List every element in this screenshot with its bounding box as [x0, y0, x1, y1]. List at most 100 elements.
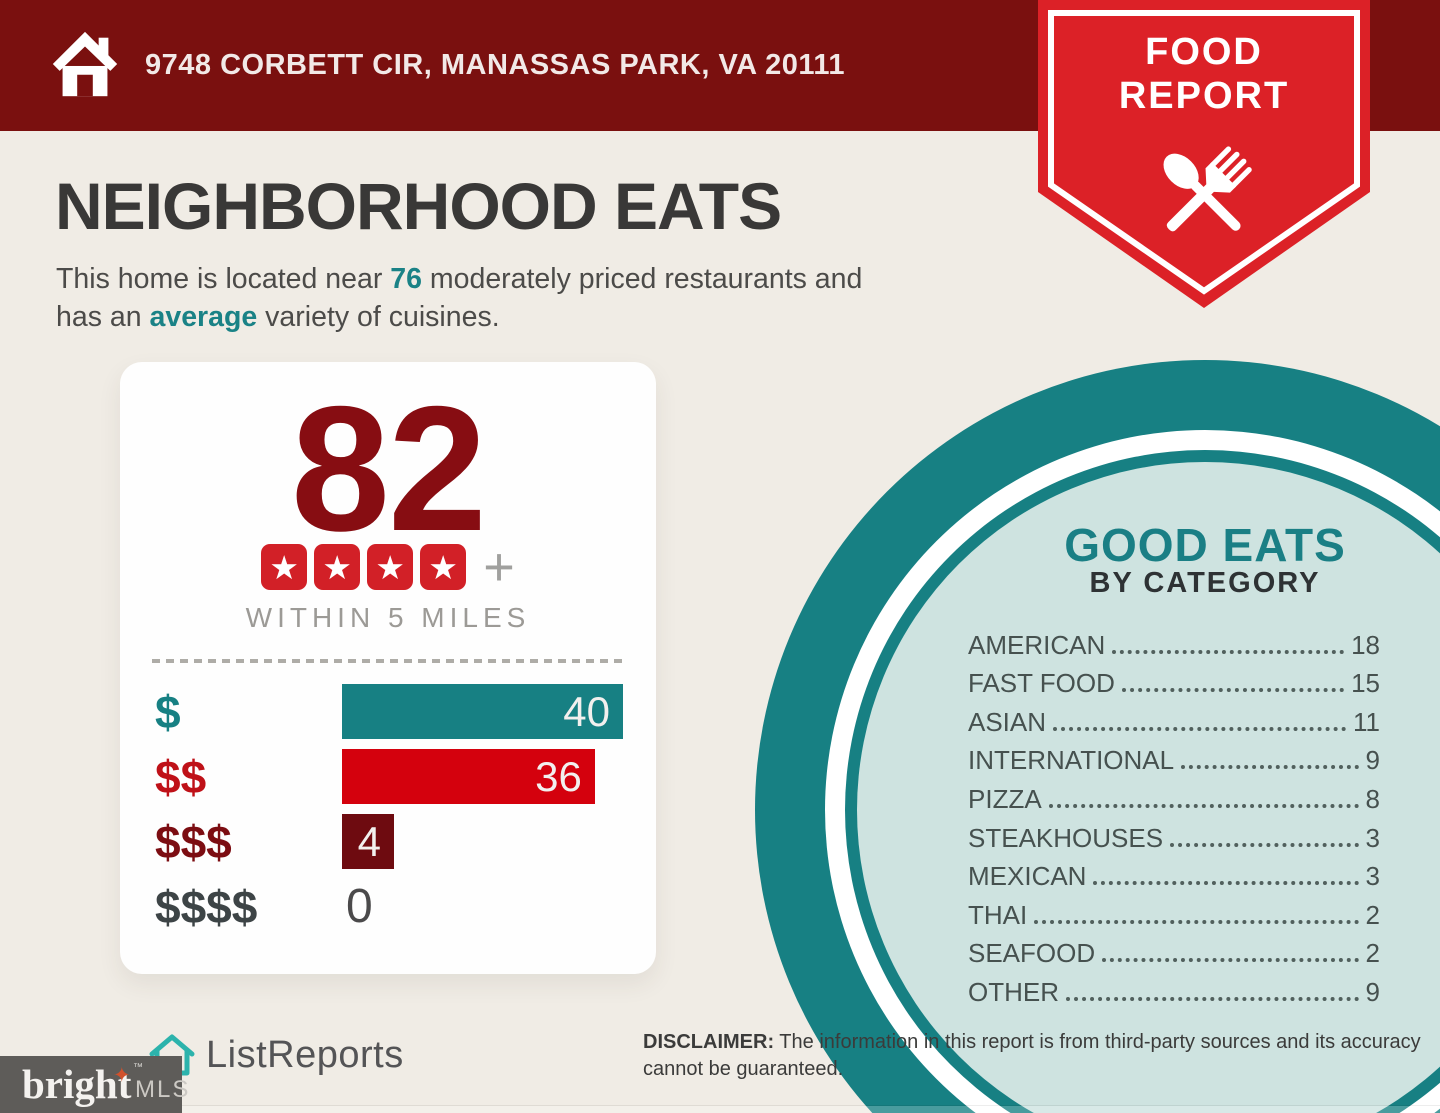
dotted-leader — [1048, 803, 1359, 808]
disclaimer-text: The information in this report is from t… — [643, 1031, 1421, 1080]
intro-text: This home is located near 76 moderately … — [56, 260, 1016, 336]
bright-mls-logo: bright ✦ ™ MLS — [0, 1056, 188, 1113]
category-label: STEAKHOUSES — [968, 822, 1164, 853]
bar: 40 — [342, 684, 623, 739]
home-icon — [52, 31, 118, 97]
mls-wordmark: MLS — [135, 1076, 191, 1103]
category-value: 3 — [1365, 822, 1380, 853]
bar-track: 4 — [342, 814, 623, 869]
bar-row: $$$$ 0 — [155, 879, 623, 934]
ribbon-shape — [1038, 0, 1370, 308]
disclaimer-label: DISCLAIMER: — [643, 1031, 775, 1053]
list-item: MEXICAN 3 — [968, 854, 1380, 893]
category-value: 11 — [1353, 706, 1380, 737]
dotted-leader — [1053, 726, 1346, 731]
category-value: 3 — [1365, 861, 1380, 892]
bar: 36 — [342, 749, 595, 804]
page-title: NEIGHBORHOOD EATS — [55, 169, 782, 243]
star-icons: ★ ★ ★ ★ — [261, 544, 467, 590]
dotted-leader — [1112, 649, 1345, 654]
category-label: OTHER — [968, 976, 1059, 1007]
dotted-leader — [1170, 842, 1359, 847]
category-label: SEAFOOD — [968, 938, 1096, 969]
bar-value: 36 — [535, 752, 582, 800]
bar-track: 0 — [342, 879, 623, 934]
dotted-leader — [1066, 996, 1359, 1001]
bright-star-icon: ✦ — [113, 1064, 131, 1087]
price-tier-bar-chart: $ 40 $$ 36 $$$ 4 $$$$ 0 — [155, 684, 623, 944]
good-eats-category-list: AMERICAN 18 FAST FOOD 15 ASIAN 11 INTERNATI… — [968, 622, 1380, 1008]
restaurant-score-card: 82 ★ ★ ★ ★ + WITHIN 5 MILES $ 40 $$ 36 $$$ … — [120, 362, 656, 974]
food-report-ribbon: FOOD REPORT — [1038, 0, 1370, 312]
star-icon: ★ — [314, 544, 361, 590]
category-value: 9 — [1365, 976, 1380, 1007]
dotted-leader — [1093, 881, 1359, 886]
bright-wordmark: bright — [22, 1061, 132, 1107]
bar-row: $$$ 4 — [155, 814, 623, 869]
list-item: SEAFOOD 2 — [968, 931, 1380, 970]
ribbon-title: FOOD REPORT — [1038, 30, 1370, 118]
category-label: FAST FOOD — [968, 668, 1115, 699]
bar-value: 40 — [563, 687, 610, 735]
good-eats-circle-inner — [857, 462, 1440, 1113]
list-item: FAST FOOD 15 — [968, 661, 1380, 700]
plus-sign: + — [483, 537, 515, 597]
bar-value: 0 — [346, 880, 373, 933]
good-eats-title: GOOD EATS — [1064, 519, 1346, 571]
list-item: AMERICAN 18 — [968, 622, 1380, 661]
intro-segment: moderately priced restaurants and — [421, 263, 863, 295]
category-value: 9 — [1365, 745, 1380, 776]
category-value: 18 — [1351, 629, 1380, 660]
price-tier-label: $$$$ — [155, 880, 258, 933]
bottom-hairline — [0, 1105, 1440, 1106]
listreports-logo: ListReports — [146, 1032, 404, 1078]
category-label: PIZZA — [968, 783, 1042, 814]
intro-segment: This home is located near — [56, 263, 391, 295]
category-label: INTERNATIONAL — [968, 745, 1175, 776]
category-label: THAI — [968, 899, 1028, 930]
bar: 4 — [342, 814, 394, 869]
price-tier-label: $$$ — [155, 815, 232, 868]
intro-segment: variety of cuisines. — [257, 301, 500, 333]
bar-row: $ 40 — [155, 684, 623, 739]
variety-highlight: average — [149, 301, 258, 333]
category-label: MEXICAN — [968, 861, 1087, 892]
category-value: 2 — [1365, 899, 1380, 930]
category-value: 2 — [1365, 938, 1380, 969]
star-icon: ★ — [261, 544, 308, 590]
ribbon-line2: REPORT — [1118, 75, 1290, 117]
list-item: THAI 2 — [968, 892, 1380, 931]
star-icon: ★ — [367, 544, 414, 590]
radius-label: WITHIN 5 MILES — [245, 602, 531, 633]
category-value: 15 — [1351, 668, 1380, 699]
price-tier-label: $$ — [155, 750, 207, 803]
bar-track: 36 — [342, 749, 623, 804]
restaurant-count-score: 82 — [291, 369, 487, 568]
dotted-leader — [1181, 765, 1359, 770]
category-label: AMERICAN — [968, 629, 1106, 660]
category-label: ASIAN — [968, 706, 1047, 737]
dotted-leader — [1034, 919, 1359, 924]
price-tier-label: $ — [155, 685, 181, 738]
bottom-strip — [0, 1106, 1440, 1113]
property-address: 9748 CORBETT CIR, MANASSAS PARK, VA 2011… — [145, 49, 846, 81]
dashed-divider — [152, 659, 622, 663]
bar-track: 40 — [342, 684, 623, 739]
bar-row: $$ 36 — [155, 749, 623, 804]
list-item: STEAKHOUSES 3 — [968, 815, 1380, 854]
star-rating: ★ ★ ★ ★ + — [120, 537, 656, 597]
restaurant-count: 76 — [390, 263, 422, 295]
spoon-fork-icon — [1163, 146, 1252, 232]
list-item: OTHER 9 — [968, 969, 1380, 1008]
category-value: 8 — [1365, 783, 1380, 814]
ribbon-line1: FOOD — [1145, 31, 1263, 73]
intro-segment: has an — [56, 301, 150, 333]
good-eats-subtitle: BY CATEGORY — [1089, 567, 1321, 599]
star-icon: ★ — [420, 544, 467, 590]
listreports-wordmark: ListReports — [206, 1033, 404, 1076]
disclaimer: DISCLAIMER: The information in this repo… — [643, 1029, 1423, 1083]
dotted-leader — [1121, 688, 1345, 693]
dotted-leader — [1102, 958, 1359, 963]
trademark-symbol: ™ — [133, 1062, 143, 1073]
